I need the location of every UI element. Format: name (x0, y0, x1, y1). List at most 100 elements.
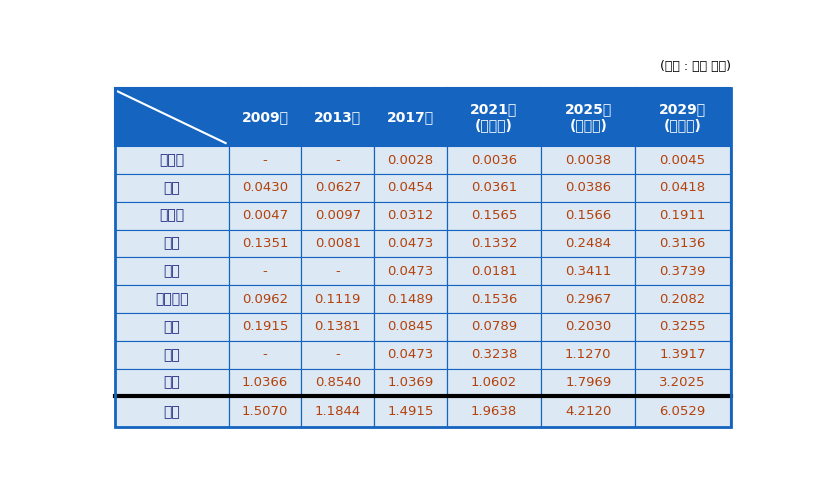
Bar (447, 313, 541, 341)
Bar (375, 396, 447, 427)
Bar (301, 257, 375, 285)
Text: 6.0529: 6.0529 (659, 405, 705, 419)
Bar (541, 88, 635, 146)
Text: 0.3136: 0.3136 (659, 237, 705, 250)
Bar (635, 285, 729, 313)
Text: 0.0418: 0.0418 (659, 181, 705, 194)
Bar (447, 369, 541, 396)
Bar (301, 341, 375, 369)
Text: 0.1566: 0.1566 (565, 209, 611, 222)
Text: 0.1381: 0.1381 (314, 320, 361, 333)
Bar (635, 341, 729, 369)
Bar (301, 396, 375, 427)
Bar (447, 146, 541, 174)
Bar (229, 341, 301, 369)
Text: 0.1536: 0.1536 (471, 293, 517, 306)
Text: 2029년
(예상치): 2029년 (예상치) (659, 102, 706, 133)
Text: 대만: 대만 (163, 181, 180, 195)
Text: 1.3917: 1.3917 (659, 348, 705, 361)
Text: 3.2025: 3.2025 (659, 376, 705, 389)
Text: 0.1911: 0.1911 (659, 209, 705, 222)
Bar (115, 369, 229, 396)
Text: 1.0366: 1.0366 (242, 376, 288, 389)
Bar (375, 230, 447, 257)
Bar (301, 369, 375, 396)
Bar (541, 202, 635, 230)
Text: 0.0845: 0.0845 (388, 320, 434, 333)
Bar (115, 202, 229, 230)
Bar (229, 396, 301, 427)
Bar (635, 174, 729, 202)
Bar (375, 369, 447, 396)
Bar (229, 369, 301, 396)
Bar (635, 146, 729, 174)
Bar (375, 174, 447, 202)
Text: 0.0454: 0.0454 (388, 181, 434, 194)
Text: 1.0369: 1.0369 (388, 376, 434, 389)
Text: 0.0962: 0.0962 (242, 293, 288, 306)
Bar (447, 396, 541, 427)
Text: 0.0038: 0.0038 (565, 154, 611, 167)
Bar (541, 257, 635, 285)
Bar (541, 285, 635, 313)
Text: 0.0097: 0.0097 (314, 209, 361, 222)
Bar (229, 88, 301, 146)
Bar (229, 313, 301, 341)
Bar (541, 341, 635, 369)
Bar (635, 230, 729, 257)
Text: -: - (336, 348, 340, 361)
Bar (541, 174, 635, 202)
Text: -: - (336, 154, 340, 167)
Bar (375, 146, 447, 174)
Bar (447, 174, 541, 202)
Bar (541, 369, 635, 396)
Bar (115, 257, 229, 285)
Text: 0.0045: 0.0045 (659, 154, 705, 167)
Bar (229, 146, 301, 174)
Bar (301, 313, 375, 341)
Text: 2017년: 2017년 (387, 110, 434, 124)
Bar (635, 369, 729, 396)
Text: 0.0361: 0.0361 (471, 181, 517, 194)
Bar (541, 396, 635, 427)
Bar (301, 174, 375, 202)
Text: 0.0312: 0.0312 (387, 209, 434, 222)
Text: 0.2484: 0.2484 (565, 237, 611, 250)
Text: 일본: 일본 (163, 237, 180, 250)
Text: 2021년
(예상치): 2021년 (예상치) (470, 102, 517, 133)
Bar (229, 257, 301, 285)
Bar (635, 313, 729, 341)
Bar (635, 88, 729, 146)
Bar (115, 396, 229, 427)
Bar (375, 341, 447, 369)
Bar (635, 257, 729, 285)
Text: 0.0789: 0.0789 (471, 320, 517, 333)
Text: 1.7969: 1.7969 (565, 376, 611, 389)
Bar (447, 341, 541, 369)
Text: 0.0081: 0.0081 (314, 237, 361, 250)
Text: 중국: 중국 (163, 348, 180, 362)
Text: -: - (336, 265, 340, 278)
Bar (375, 202, 447, 230)
Text: 1.5070: 1.5070 (242, 405, 288, 419)
Text: 1.1270: 1.1270 (565, 348, 611, 361)
Bar (115, 230, 229, 257)
Text: 합계: 합계 (163, 405, 180, 419)
Bar (447, 88, 541, 146)
Bar (301, 230, 375, 257)
Bar (115, 88, 229, 146)
Text: 2009년: 2009년 (242, 110, 289, 124)
Text: 0.1565: 0.1565 (471, 209, 517, 222)
Text: 0.1915: 0.1915 (242, 320, 288, 333)
Text: 0.2082: 0.2082 (659, 293, 705, 306)
Text: 0.1119: 0.1119 (314, 293, 361, 306)
Bar (447, 202, 541, 230)
Text: 독일: 독일 (163, 264, 180, 278)
Text: 캐나다: 캐나다 (159, 153, 184, 167)
Text: -: - (262, 154, 267, 167)
Text: 0.0386: 0.0386 (565, 181, 611, 194)
Text: 0.0473: 0.0473 (388, 265, 434, 278)
Bar (115, 285, 229, 313)
Bar (375, 285, 447, 313)
Bar (115, 88, 731, 427)
